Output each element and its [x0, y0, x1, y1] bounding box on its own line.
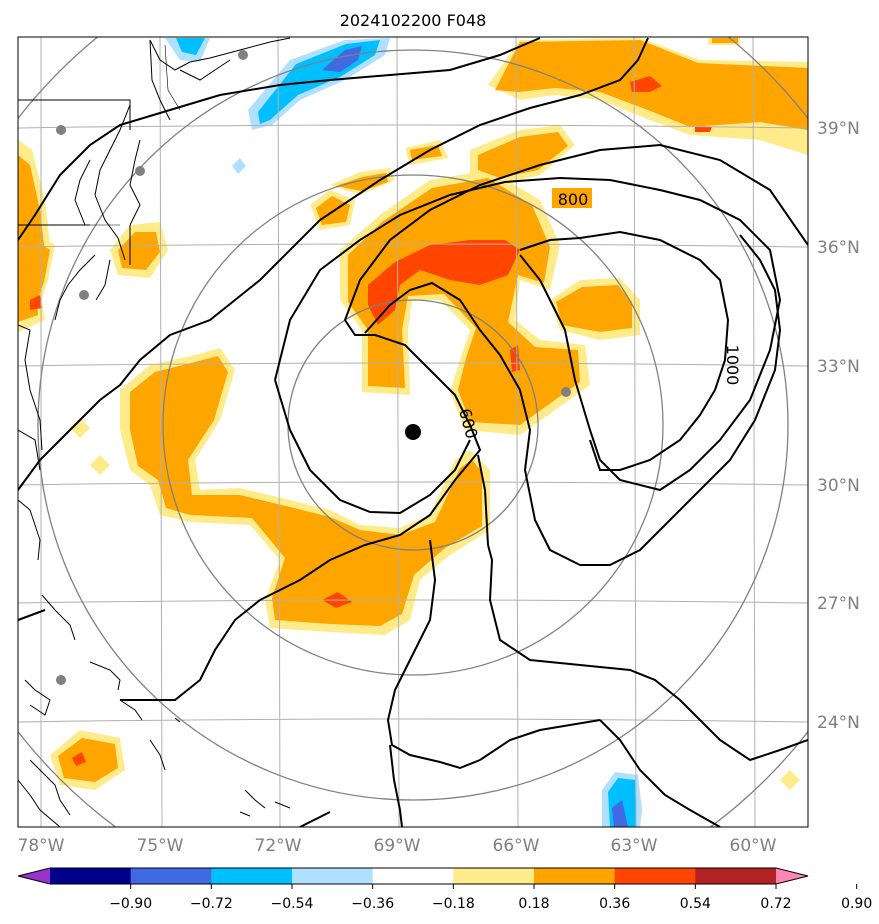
latitude-labels: 39°N 36°N 33°N 30°N 27°N 24°N: [817, 119, 860, 733]
coastlines: [18, 37, 291, 827]
colorbar-segment: [50, 868, 132, 884]
colorbar-segment: [292, 868, 374, 884]
map-title: 2024102200 F048: [340, 11, 487, 30]
lat-lon-gridlines: [18, 37, 808, 827]
lat-label-33n: 33°N: [817, 357, 860, 377]
colorbar-tick-label: −0.72: [190, 896, 233, 912]
storm-center-marker: [405, 424, 421, 440]
lat-label-30n: 30°N: [817, 476, 860, 496]
lon-label-69w: 69°W: [374, 836, 421, 856]
colorbar-segment: [372, 868, 454, 884]
colorbar-segment: [614, 868, 696, 884]
colorbar-segment: [211, 868, 293, 884]
colorbar-tick-label: 0.18: [518, 896, 549, 912]
colorbar-tick-label: 0.72: [760, 896, 791, 912]
height-contours: [18, 37, 808, 827]
colorbar-tick-label: 0.54: [680, 896, 711, 912]
colorbar-extension-low: [18, 868, 50, 884]
colorbar-tick-label: 0.36: [599, 896, 630, 912]
colorbar-segment: [130, 868, 212, 884]
contour-label-800: 800: [558, 190, 589, 209]
colorbar-segment: [453, 868, 535, 884]
lon-label-60w: 60°W: [730, 836, 777, 856]
lat-label-24n: 24°N: [817, 713, 860, 733]
colorbar-extension-high: [776, 868, 808, 884]
lat-label-36n: 36°N: [817, 238, 860, 258]
colorbar-segment: [695, 868, 777, 884]
lat-label-27n: 27°N: [817, 594, 860, 614]
colorbar-segments: [18, 868, 808, 884]
lat-label-39n: 39°N: [817, 119, 860, 139]
station-markers: [56, 50, 571, 685]
colorbar-segment: [534, 868, 616, 884]
contour-label-1000: 1000: [723, 345, 742, 386]
colorbar-outline: [17, 867, 809, 885]
longitude-labels: 78°W 75°W 72°W 69°W 66°W 63°W 60°W: [18, 836, 777, 856]
colorbar-tick-label: −0.54: [271, 896, 314, 912]
lon-label-75w: 75°W: [137, 836, 184, 856]
colorbar-tick-label: 0.90: [841, 896, 872, 912]
colorbar: −0.90 −0.72 −0.54 −0.36 −0.18 0.18 0.36 0.54 0.7…: [17, 867, 872, 912]
lon-label-78w: 78°W: [18, 836, 65, 856]
colorbar-tick-label: −0.36: [351, 896, 394, 912]
colorbar-tick-label: −0.90: [109, 896, 152, 912]
map-frame: [17, 36, 809, 828]
lon-label-72w: 72°W: [255, 836, 302, 856]
lon-label-66w: 66°W: [493, 836, 540, 856]
lon-label-63w: 63°W: [611, 836, 658, 856]
state-borders: [18, 44, 181, 226]
colorbar-tick-label: −0.18: [432, 896, 475, 912]
colorbar-ticks: −0.90 −0.72 −0.54 −0.36 −0.18 0.18 0.36 0.54 0.7…: [109, 884, 872, 912]
shading-royal-blue: [322, 46, 628, 827]
